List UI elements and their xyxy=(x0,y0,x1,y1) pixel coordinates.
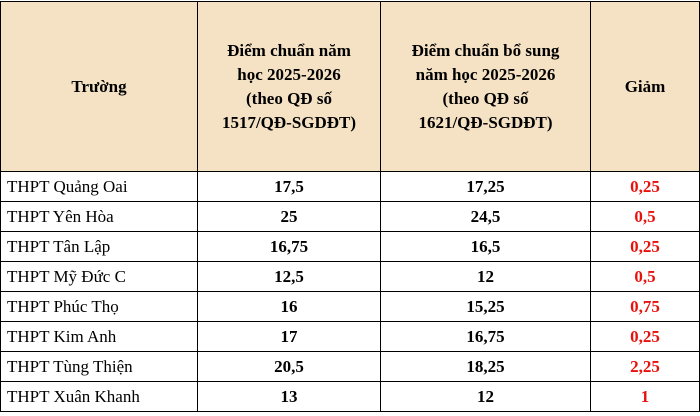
score-cell: 15,25 xyxy=(380,291,591,322)
header-cell: Điểm chuẩn năm học 2025-2026 (theo QĐ số 15… xyxy=(197,1,381,172)
school-name: THPT Mỹ Đức C xyxy=(0,261,198,292)
table-row: THPT Mỹ Đức C 12,5 12 0,5 xyxy=(0,261,700,292)
score-cell: 20,5 xyxy=(197,351,381,382)
table-row: THPT Tân Lập 16,75 16,5 0,25 xyxy=(0,231,700,262)
header-text: (theo QĐ số xyxy=(246,88,332,108)
school-name: THPT Kim Anh xyxy=(0,321,198,352)
decrease-cell: 1 xyxy=(590,381,700,412)
header-cell: Giảm xyxy=(590,1,700,172)
score-cell: 16 xyxy=(197,291,381,322)
decrease-cell: 0,25 xyxy=(590,231,700,262)
header-text: Trường xyxy=(71,76,127,96)
header-cell: Trường xyxy=(0,1,198,172)
table-row: THPT Quảng Oai 17,5 17,25 0,25 xyxy=(0,171,700,202)
school-name: THPT Tùng Thiện xyxy=(0,351,198,382)
header-text: 1517/QĐ-SGDĐT) xyxy=(221,112,357,132)
table-row: THPT Phúc Thọ 16 15,25 0,75 xyxy=(0,291,700,322)
score-cell: 12 xyxy=(380,381,591,412)
school-name: THPT Quảng Oai xyxy=(0,171,198,202)
decrease-cell: 0,5 xyxy=(590,201,700,232)
score-cell: 17 xyxy=(197,321,381,352)
table-row: THPT Yên Hòa 25 24,5 0,5 xyxy=(0,201,700,232)
score-cell: 12 xyxy=(380,261,591,292)
header-row: Trường Điểm chuẩn năm học 2025-2026 (theo Q… xyxy=(0,1,700,172)
score-cell: 16,75 xyxy=(380,321,591,352)
score-cell: 25 xyxy=(197,201,381,232)
score-cell: 12,5 xyxy=(197,261,381,292)
header-text: Giảm xyxy=(624,76,666,96)
decrease-cell: 0,25 xyxy=(590,321,700,352)
decrease-cell: 0,75 xyxy=(590,291,700,322)
school-name: THPT Yên Hòa xyxy=(0,201,198,232)
header-text: Điểm chuẩn bổ sung xyxy=(411,40,560,60)
header-text: năm học 2025-2026 xyxy=(415,64,556,84)
score-cell: 16,5 xyxy=(380,231,591,262)
school-name: THPT Phúc Thọ xyxy=(0,291,198,322)
decrease-cell: 0,25 xyxy=(590,171,700,202)
score-cell: 16,75 xyxy=(197,231,381,262)
header-text: Điểm chuẩn năm xyxy=(227,40,351,60)
score-cell: 24,5 xyxy=(380,201,591,232)
header-text: (theo QĐ số xyxy=(442,88,529,108)
score-cell: 18,25 xyxy=(380,351,591,382)
decrease-cell: 2,25 xyxy=(590,351,700,382)
decrease-cell: 0,5 xyxy=(590,261,700,292)
school-name: THPT Xuân Khanh xyxy=(0,381,198,412)
header-text: 1621/QĐ-SGDĐT) xyxy=(418,112,553,132)
table-row: THPT Xuân Khanh 13 12 1 xyxy=(0,381,700,412)
table-row: THPT Kim Anh 17 16,75 0,25 xyxy=(0,321,700,352)
score-cell: 17,5 xyxy=(197,171,381,202)
school-name: THPT Tân Lập xyxy=(0,231,198,262)
score-cell: 17,25 xyxy=(380,171,591,202)
score-cell: 13 xyxy=(197,381,381,412)
table-row: THPT Tùng Thiện 20,5 18,25 2,25 xyxy=(0,351,700,382)
header-cell: Điểm chuẩn bổ sung năm học 2025-2026 (theo… xyxy=(380,1,591,172)
table-body: THPT Quảng Oai 17,5 17,25 0,25 THPT Yên Hòa 2… xyxy=(0,171,700,412)
header-text: học 2025-2026 xyxy=(237,64,341,84)
